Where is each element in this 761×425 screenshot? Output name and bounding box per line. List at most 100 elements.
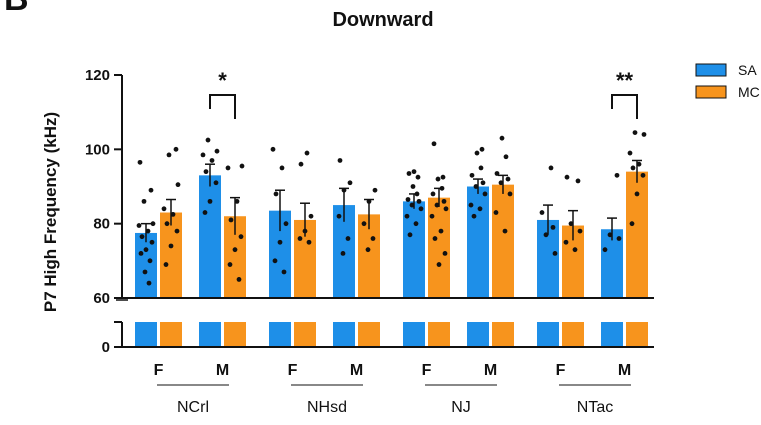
bar-nhsd-m-sa-point [347, 180, 353, 186]
group-label-ncrl: NCrl [177, 399, 209, 416]
bar-nj-m-mc-point [503, 154, 509, 160]
bar-nj-m-sa-point [482, 191, 488, 197]
bar-ntac-m-mc-point [627, 150, 633, 156]
bar-nj-f-sa-lower [403, 322, 425, 347]
sex-label-f: F [154, 362, 164, 379]
bar-nj-f-mc [428, 197, 450, 298]
bar-ncrl-f-sa-point [148, 187, 154, 193]
bar-nj-m-sa-point [480, 180, 486, 186]
bar-ntac-m-mc-point [632, 130, 638, 136]
bar-nhsd-f-mc-point [308, 213, 314, 219]
bar-ncrl-m-mc-point [232, 247, 238, 253]
bar-ncrl-m-mc-point [238, 234, 244, 240]
bar-nj-m-sa-point [469, 172, 475, 178]
bar-nhsd-m-mc-point [366, 198, 372, 204]
bar-nhsd-f-mc-point [306, 239, 312, 245]
bar-ntac-m-mc-point [629, 221, 635, 227]
bar-nhsd-f-sa-point [279, 165, 285, 171]
bar-ncrl-f-sa-point [137, 159, 143, 165]
bar-nj-f-mc-lower [428, 322, 450, 347]
bar-nhsd-f-sa [269, 210, 291, 298]
bar-nj-f-sa-point [406, 171, 412, 176]
bar-ncrl-f-sa-point [142, 269, 148, 275]
bar-ncrl-f-sa-point [136, 223, 142, 228]
y-tick-label: 60 [93, 290, 110, 307]
bar-nhsd-m-mc-lower [358, 322, 380, 347]
bar-ncrl-m-sa-point [213, 180, 219, 186]
legend-label-mc: MC [738, 84, 760, 100]
bar-ncrl-f-mc-point [163, 262, 169, 267]
bar-ncrl-f-mc-lower [160, 322, 182, 347]
bar-nj-f-sa-point [405, 197, 411, 202]
bar-ntac-f-mc-point [575, 178, 581, 184]
chart-title: Downward [332, 9, 433, 31]
bar-ntac-m-mc-lower [626, 322, 648, 347]
bar-ncrl-m-sa-lower [199, 322, 221, 347]
bar-nhsd-f-mc-lower [294, 322, 316, 347]
bar-ncrl-m-sa-point [205, 137, 211, 143]
bar-ntac-f-sa [537, 219, 559, 298]
bar-ncrl-f-sa-point [147, 258, 153, 264]
bar-ncrl-f-sa-point [141, 198, 147, 204]
bar-ntac-f-sa-point [550, 224, 556, 230]
bar-ncrl-m-mc-point [227, 262, 233, 267]
bar-ncrl-f-mc-point [166, 152, 172, 158]
bar-ncrl-f-sa-lower [135, 322, 157, 347]
bar-ncrl-f-sa [135, 232, 157, 298]
sex-label-m: M [350, 362, 363, 379]
bar-ncrl-f-sa-point [138, 251, 144, 256]
significance-label: ** [616, 68, 634, 93]
bar-nj-f-sa-point [410, 184, 416, 189]
bar-nj-m-sa-point [473, 184, 479, 189]
bar-nj-m-sa-point [468, 202, 474, 208]
bar-nj-m-mc-point [507, 191, 513, 197]
sex-label-f: F [556, 362, 566, 379]
bar-ntac-f-mc-lower [562, 322, 584, 347]
bar-nj-f-sa-point [407, 232, 413, 238]
panel-letter: B [4, 0, 29, 19]
bar-nj-f-sa-point [415, 174, 421, 180]
bar-nj-m-sa-point [477, 206, 483, 212]
bar-nj-m-mc-lower [492, 322, 514, 347]
bar-nhsd-f-sa-point [283, 221, 289, 227]
y-tick-label: 120 [85, 67, 110, 84]
bar-ntac-m-mc [626, 171, 648, 298]
bar-ncrl-m-mc-point [228, 217, 234, 223]
bar-ntac-f-mc-point [564, 174, 570, 180]
bar-nhsd-m-sa-lower [333, 322, 355, 347]
bar-ntac-f-sa-point [552, 251, 558, 256]
bar-nj-f-mc-point [440, 174, 446, 180]
significance-bracket [611, 94, 638, 119]
bar-ntac-m-sa-point [607, 232, 613, 238]
bar-nj-f-mc-point [431, 141, 437, 147]
y-tick-label: 80 [93, 216, 110, 233]
bar-nj-f-sa-point [411, 169, 417, 175]
bar-nj-m-mc-point [493, 210, 499, 215]
bar-ntac-m-sa [601, 229, 623, 298]
bar-ncrl-m-sa-point [214, 148, 220, 154]
bar-ncrl-f-mc-point [175, 182, 181, 188]
bar-ncrl-m-sa-point [209, 158, 215, 163]
legend-swatch-mc [695, 85, 727, 99]
bar-ntac-m-mc-point [630, 165, 636, 171]
bar-ncrl-f-sa-point [139, 234, 145, 240]
bar-ntac-f-mc-point [568, 221, 574, 227]
bar-nhsd-m-sa-point [336, 213, 342, 219]
bar-nhsd-f-mc-point [298, 161, 304, 167]
bar-nj-f-mc-point [432, 236, 438, 241]
bar-ntac-m-mc-point [640, 172, 646, 178]
bar-ntac-m-sa-point [614, 172, 620, 178]
bar-ncrl-f-mc-point [161, 206, 167, 212]
bar-ncrl-f-mc [160, 212, 182, 298]
bar-nj-f-mc-point [442, 251, 448, 256]
sex-label-m: M [618, 362, 631, 379]
bar-ntac-m-sa-point [602, 247, 608, 253]
bar-nj-f-mc-point [436, 262, 442, 267]
bar-ntac-m-sa-point [616, 236, 622, 241]
bar-ntac-f-sa-lower [537, 322, 559, 347]
sex-label-f: F [288, 362, 298, 379]
bar-ncrl-m-mc-point [236, 277, 242, 282]
bar-nhsd-m-mc-point [370, 236, 376, 241]
